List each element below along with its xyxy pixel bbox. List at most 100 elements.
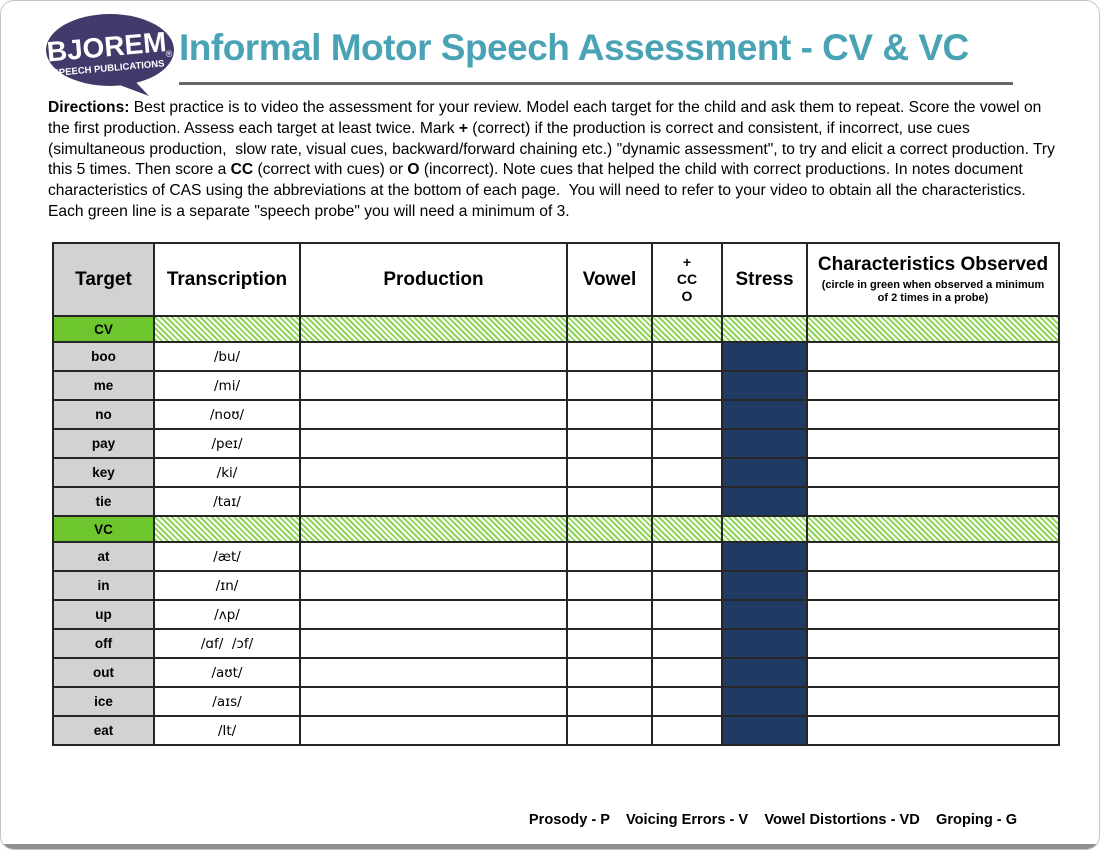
characteristics-cell <box>806 599 1060 630</box>
characteristics-note: (circle in green when observed a minimum… <box>821 279 1045 304</box>
vowel-cell <box>566 428 653 459</box>
stress-cell <box>721 370 808 401</box>
transcription-cell: /ɑf/ /ɔf/ <box>153 628 301 659</box>
bjorem-logo: BJOREM SPEECH PUBLICATIONS ® <box>46 14 174 96</box>
target-cell: eat <box>52 715 155 746</box>
stress-cell <box>721 399 808 430</box>
table-row-out: out /aʊt/ <box>52 657 1060 688</box>
production-cell <box>299 686 568 717</box>
section-label: VC <box>52 515 155 543</box>
vowel-cell <box>566 370 653 401</box>
target-cell: boo <box>52 341 155 372</box>
table-row-pay: pay /peɪ/ <box>52 428 1060 459</box>
score-cell <box>651 715 723 746</box>
target-cell: up <box>52 599 155 630</box>
target-cell: key <box>52 457 155 488</box>
probe-cell <box>651 315 723 343</box>
transcription-cell: /aɪs/ <box>153 686 301 717</box>
target-cell: tie <box>52 486 155 517</box>
probe-cell <box>299 515 568 543</box>
characteristics-cell <box>806 428 1060 459</box>
characteristics-cell <box>806 657 1060 688</box>
vowel-cell <box>566 657 653 688</box>
score-plus: + <box>682 254 692 270</box>
characteristics-cell <box>806 570 1060 601</box>
probe-cell <box>806 515 1060 543</box>
directions-text-3: (correct with cues) or <box>253 161 408 179</box>
characteristics-cell <box>806 486 1060 517</box>
vowel-cell <box>566 599 653 630</box>
transcription-cell: /ɪn/ <box>153 570 301 601</box>
table-header-row: Target Transcription Production Vowel + … <box>52 242 1060 317</box>
transcription-cell: /taɪ/ <box>153 486 301 517</box>
table-row-at: at /æt/ <box>52 541 1060 572</box>
production-cell <box>299 457 568 488</box>
vowel-cell <box>566 686 653 717</box>
score-cell <box>651 486 723 517</box>
probe-cell <box>566 315 653 343</box>
transcription-cell: /aʊt/ <box>153 657 301 688</box>
table-row-in: in /ɪn/ <box>52 570 1060 601</box>
score-cell <box>651 599 723 630</box>
transcription-cell: /It/ <box>153 715 301 746</box>
directions-plus: + <box>458 119 468 137</box>
characteristics-cell <box>806 686 1060 717</box>
directions-text-1: Best practice is to video the assessment… <box>48 99 1046 137</box>
target-cell: ice <box>52 686 155 717</box>
table-row-tie: tie /taɪ/ <box>52 486 1060 517</box>
production-cell <box>299 715 568 746</box>
score-cell <box>651 686 723 717</box>
probe-cell <box>153 515 301 543</box>
target-cell: pay <box>52 428 155 459</box>
transcription-cell: /bu/ <box>153 341 301 372</box>
col-header-stress: Stress <box>721 242 808 317</box>
vowel-cell <box>566 541 653 572</box>
production-cell <box>299 657 568 688</box>
transcription-cell: /ki/ <box>153 457 301 488</box>
stress-cell <box>721 457 808 488</box>
probe-cell <box>566 515 653 543</box>
assessment-table: Target Transcription Production Vowel + … <box>52 242 1060 746</box>
production-cell <box>299 341 568 372</box>
vowel-cell <box>566 399 653 430</box>
stress-cell <box>721 599 808 630</box>
col-header-transcription: Transcription <box>153 242 301 317</box>
target-cell: me <box>52 370 155 401</box>
characteristics-cell <box>806 399 1060 430</box>
vowel-cell <box>566 628 653 659</box>
transcription-cell: /peɪ/ <box>153 428 301 459</box>
table-row-me: me /mi/ <box>52 370 1060 401</box>
characteristics-cell <box>806 715 1060 746</box>
transcription-cell: /noʊ/ <box>153 399 301 430</box>
table-row-up: up /ʌp/ <box>52 599 1060 630</box>
stress-cell <box>721 715 808 746</box>
production-cell <box>299 370 568 401</box>
page-title: Informal Motor Speech Assessment - CV & … <box>179 27 969 68</box>
section-row-vc: VC <box>52 515 1060 543</box>
score-cell <box>651 657 723 688</box>
table-row-no: no /noʊ/ <box>52 399 1060 430</box>
table-row-eat: eat /It/ <box>52 715 1060 746</box>
score-cell <box>651 541 723 572</box>
abbrev-line-1: Prosody - P Voicing Errors - V Vowel Dis… <box>528 811 1018 828</box>
stress-cell <box>721 657 808 688</box>
table-row-key: key /ki/ <box>52 457 1060 488</box>
transcription-cell: /mi/ <box>153 370 301 401</box>
score-cc: CC <box>676 271 698 287</box>
production-cell <box>299 628 568 659</box>
table-row-ice: ice /aɪs/ <box>52 686 1060 717</box>
transcription-cell: /æt/ <box>153 541 301 572</box>
probe-cell <box>721 515 808 543</box>
score-cell <box>651 428 723 459</box>
vowel-cell <box>566 570 653 601</box>
score-cell <box>651 370 723 401</box>
characteristics-cell <box>806 370 1060 401</box>
stress-cell <box>721 541 808 572</box>
col-header-target: Target <box>52 242 155 317</box>
characteristics-cell <box>806 541 1060 572</box>
vowel-cell <box>566 715 653 746</box>
registered-mark-icon: ® <box>166 49 173 59</box>
directions-cc: CC <box>230 161 254 179</box>
score-cell <box>651 457 723 488</box>
production-cell <box>299 599 568 630</box>
